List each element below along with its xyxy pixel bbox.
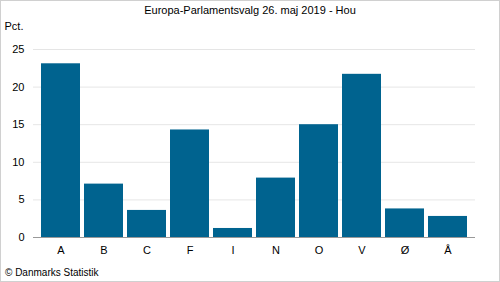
- svg-text:Ø: Ø: [401, 244, 410, 256]
- svg-text:A: A: [57, 244, 65, 256]
- svg-text:0: 0: [18, 231, 24, 243]
- svg-text:10: 10: [12, 156, 24, 168]
- html-text:© Danmarks Statistik: © Danmarks Statistik: [5, 267, 99, 278]
- svg-text:B: B: [100, 244, 107, 256]
- svg-text:20: 20: [12, 81, 24, 93]
- svg-text:V: V: [358, 244, 366, 256]
- svg-text:C: C: [143, 244, 151, 256]
- svg-text:O: O: [315, 244, 324, 256]
- html-text:Europa-Parlamentsvalg 26. maj: Europa-Parlamentsvalg 26. maj 2019 - Hou: [144, 4, 356, 16]
- svg-text:N: N: [272, 244, 280, 256]
- svg-text:I: I: [231, 244, 234, 256]
- svg-text:15: 15: [12, 118, 24, 130]
- svg-text:5: 5: [18, 193, 24, 205]
- svg-text:25: 25: [12, 43, 24, 55]
- svg-text:Å: Å: [444, 244, 452, 256]
- svg-text:F: F: [187, 244, 194, 256]
- svg-text:Pct.: Pct.: [5, 20, 24, 32]
